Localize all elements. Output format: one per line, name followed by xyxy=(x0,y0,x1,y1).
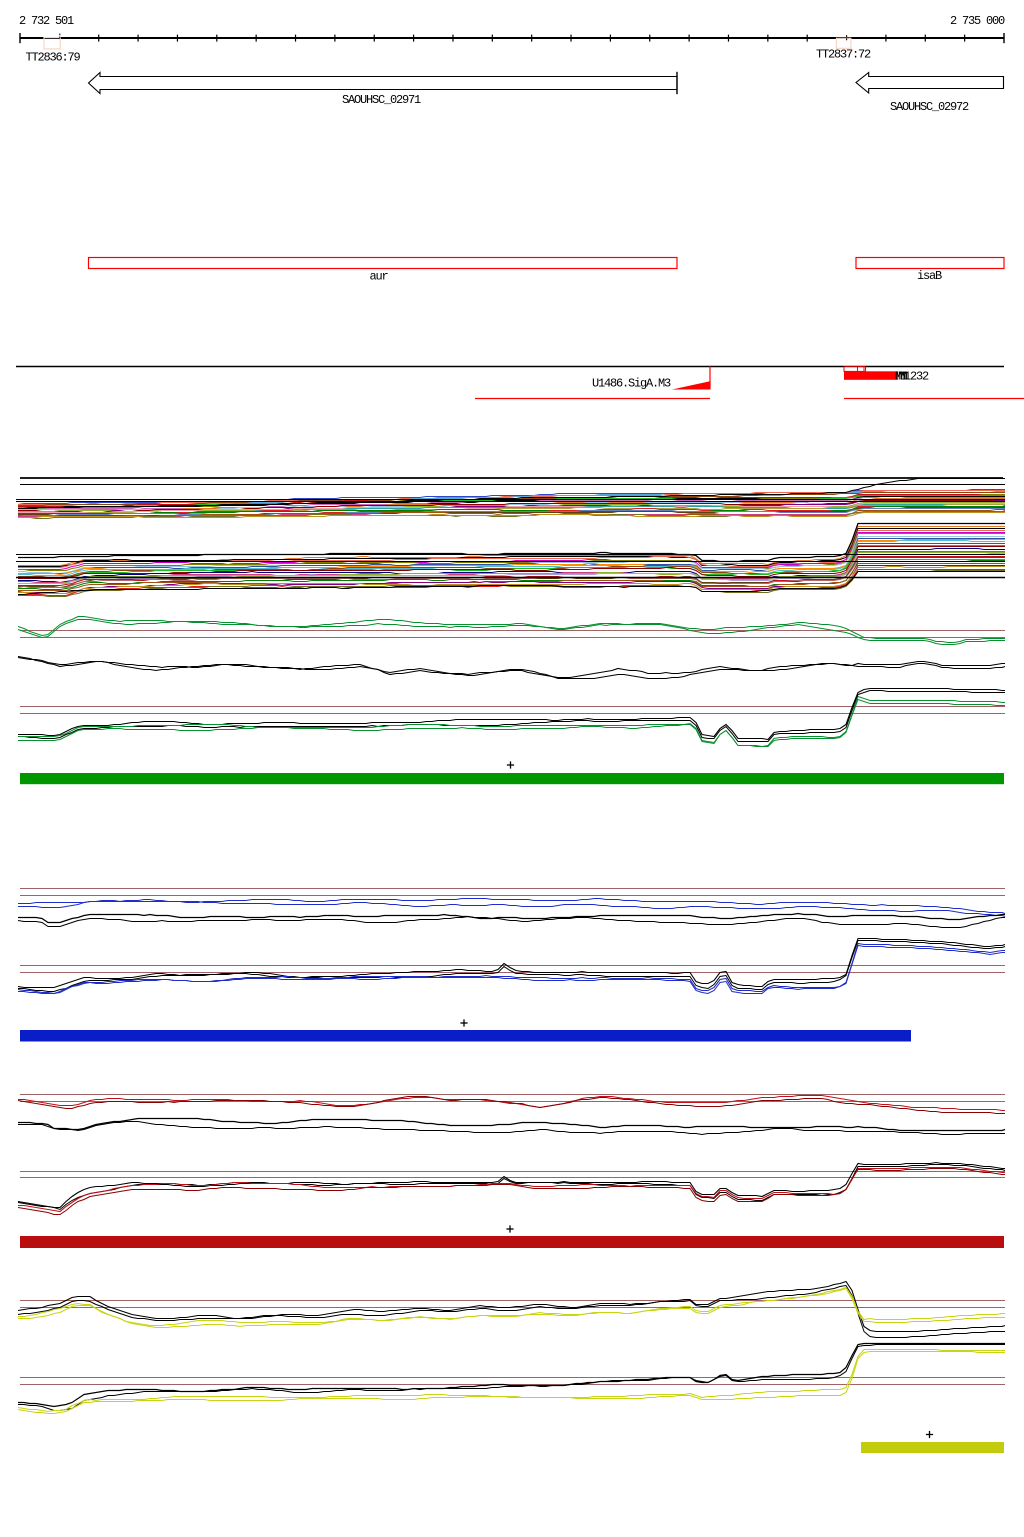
svg-text:TT2837:72: TT2837:72 xyxy=(816,48,871,62)
svg-text:M1: M1 xyxy=(895,370,908,384)
svg-text:SAOUHSC_02971: SAOUHSC_02971 xyxy=(342,93,421,107)
svg-text:TT2836:79: TT2836:79 xyxy=(26,51,81,65)
svg-text:2 732 501: 2 732 501 xyxy=(19,14,74,28)
svg-text:SAOUHSC_02972: SAOUHSC_02972 xyxy=(890,100,969,114)
svg-text:aur: aur xyxy=(370,270,389,284)
svg-text:isaB: isaB xyxy=(917,269,942,283)
svg-text:M1232: M1232 xyxy=(898,370,929,384)
svg-text:M: M xyxy=(901,370,908,384)
svg-text:U1486.SigA.M3: U1486.SigA.M3 xyxy=(592,377,671,391)
svg-text:2 735 000: 2 735 000 xyxy=(950,14,1005,28)
